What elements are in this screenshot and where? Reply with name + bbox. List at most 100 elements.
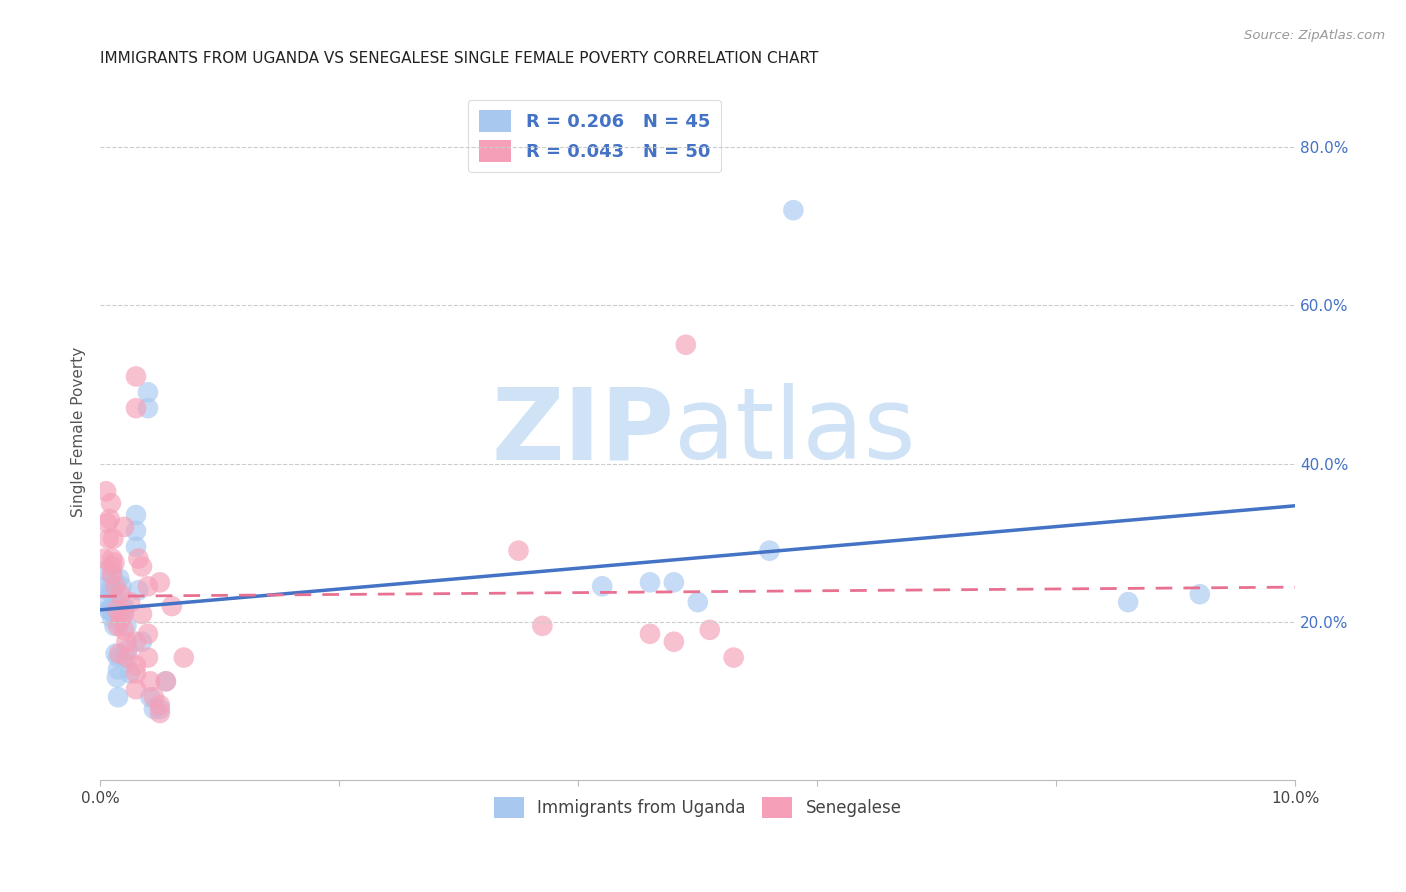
Point — [103, 607, 125, 621]
Point — [118, 666, 141, 681]
Point — [149, 575, 172, 590]
Point — [139, 690, 162, 705]
Point — [105, 603, 128, 617]
Point — [142, 690, 165, 705]
Point — [107, 619, 129, 633]
Point — [101, 611, 124, 625]
Point — [104, 647, 127, 661]
Point — [125, 666, 148, 681]
Point — [638, 575, 661, 590]
Point — [125, 524, 148, 538]
Point — [139, 674, 162, 689]
Point — [117, 650, 139, 665]
Point — [127, 583, 149, 598]
Text: ZIP: ZIP — [491, 384, 673, 481]
Point — [110, 587, 132, 601]
Point — [96, 516, 118, 530]
Point — [142, 702, 165, 716]
Point — [131, 559, 153, 574]
Point — [149, 706, 172, 720]
Point — [94, 592, 117, 607]
Point — [108, 647, 131, 661]
Point — [112, 650, 135, 665]
Point — [103, 556, 125, 570]
Legend: Immigrants from Uganda, Senegalese: Immigrants from Uganda, Senegalese — [488, 790, 908, 824]
Point — [155, 674, 177, 689]
Point — [136, 579, 159, 593]
Point — [101, 551, 124, 566]
Point — [675, 338, 697, 352]
Point — [149, 698, 172, 712]
Point — [662, 575, 685, 590]
Point — [97, 603, 120, 617]
Point — [1188, 587, 1211, 601]
Point — [149, 702, 172, 716]
Point — [115, 619, 138, 633]
Point — [107, 650, 129, 665]
Text: atlas: atlas — [673, 384, 915, 481]
Point — [173, 650, 195, 665]
Point — [107, 690, 129, 705]
Y-axis label: Single Female Poverty: Single Female Poverty — [72, 347, 86, 517]
Point — [131, 634, 153, 648]
Point — [94, 484, 117, 499]
Point — [108, 571, 131, 585]
Point — [125, 634, 148, 648]
Point — [98, 603, 121, 617]
Point — [93, 551, 115, 566]
Point — [723, 650, 745, 665]
Point — [94, 579, 117, 593]
Point — [112, 520, 135, 534]
Point — [118, 595, 141, 609]
Point — [531, 619, 554, 633]
Point — [104, 579, 127, 593]
Point — [1116, 595, 1139, 609]
Point — [127, 551, 149, 566]
Point — [155, 674, 177, 689]
Point — [125, 369, 148, 384]
Point — [686, 595, 709, 609]
Point — [136, 401, 159, 416]
Point — [125, 540, 148, 554]
Point — [662, 634, 685, 648]
Point — [782, 203, 804, 218]
Text: IMMIGRANTS FROM UGANDA VS SENEGALESE SINGLE FEMALE POVERTY CORRELATION CHART: IMMIGRANTS FROM UGANDA VS SENEGALESE SIN… — [100, 51, 818, 66]
Point — [117, 642, 139, 657]
Text: Source: ZipAtlas.com: Source: ZipAtlas.com — [1244, 29, 1385, 42]
Point — [101, 583, 124, 598]
Point — [105, 670, 128, 684]
Point — [112, 599, 135, 613]
Point — [699, 623, 721, 637]
Point — [125, 682, 148, 697]
Point — [136, 385, 159, 400]
Point — [125, 658, 148, 673]
Point — [100, 496, 122, 510]
Point — [112, 623, 135, 637]
Point — [131, 607, 153, 621]
Point — [97, 532, 120, 546]
Point — [111, 579, 134, 593]
Point — [101, 587, 124, 601]
Point — [115, 634, 138, 648]
Point — [94, 564, 117, 578]
Point — [101, 567, 124, 582]
Point — [103, 619, 125, 633]
Point — [125, 401, 148, 416]
Point — [112, 603, 135, 617]
Point — [101, 567, 124, 582]
Point — [136, 627, 159, 641]
Point — [98, 512, 121, 526]
Point — [508, 543, 530, 558]
Point — [101, 603, 124, 617]
Point — [591, 579, 613, 593]
Point — [112, 607, 135, 621]
Point — [136, 650, 159, 665]
Point — [758, 543, 780, 558]
Point — [107, 663, 129, 677]
Point — [101, 559, 124, 574]
Point — [125, 508, 148, 522]
Point — [160, 599, 183, 613]
Point — [100, 579, 122, 593]
Point — [111, 611, 134, 625]
Point — [638, 627, 661, 641]
